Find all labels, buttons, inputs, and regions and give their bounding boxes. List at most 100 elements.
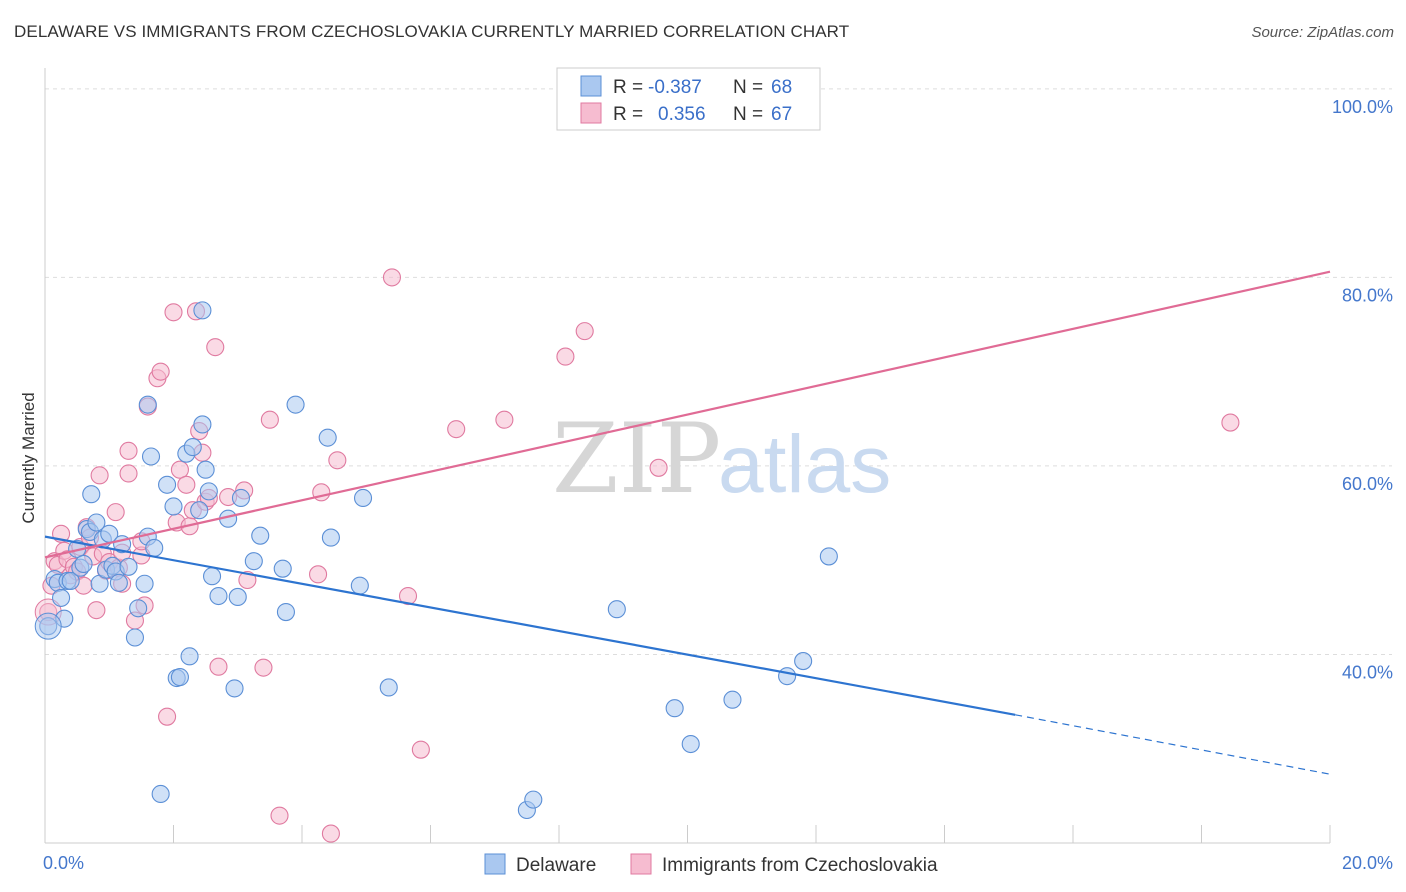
y-tick-label-1: 60.0% (1342, 474, 1393, 494)
legend-swatch-delaware (580, 75, 602, 97)
delaware-series-points (34, 301, 838, 820)
delaware-point-48 (251, 526, 270, 545)
delaware-point-56 (379, 678, 398, 697)
delaware-trend-line (44, 535, 1016, 716)
delaware-point-58 (524, 790, 543, 809)
y-tick-label-2: 80.0% (1342, 285, 1393, 305)
czech-point-60 (495, 410, 514, 429)
delaware-point-3 (52, 588, 71, 607)
legend-n-label-2: N = (733, 104, 763, 125)
y-axis-label: Currently Married (19, 392, 38, 523)
delaware-point-67 (193, 301, 212, 320)
correlation-legend: R = -0.387 N = 68 R = 0.356 N = 67 (556, 67, 821, 131)
delaware-trend-extension (1015, 714, 1331, 775)
delaware-point-53 (321, 528, 340, 547)
watermark-zip: ZIP (552, 403, 721, 515)
delaware-point-27 (141, 447, 161, 466)
x-tick-label-0: 0.0% (43, 853, 84, 873)
delaware-point-large (34, 612, 62, 640)
czech-point-44 (206, 338, 225, 357)
czech-point-65 (1221, 413, 1240, 432)
delaware-point-36 (183, 438, 202, 457)
delaware-point-46 (231, 488, 251, 508)
delaware-point-60 (665, 699, 684, 718)
czech-point-57 (398, 586, 418, 606)
delaware-point-59 (607, 600, 626, 619)
czech-point-58 (411, 740, 430, 759)
czech-point-62 (575, 322, 594, 341)
legend-swatch-czech (580, 102, 602, 124)
czech-point-50 (260, 410, 279, 429)
delaware-point-23 (125, 628, 144, 647)
czech-point-32 (158, 707, 177, 726)
delaware-point-65 (819, 547, 838, 566)
x-tick-label-1: 20.0% (1342, 853, 1393, 873)
delaware-point-47 (244, 552, 263, 571)
delaware-point-62 (723, 690, 742, 709)
legend-r-label-1: R = (613, 77, 643, 98)
delaware-point-20 (109, 573, 128, 592)
delaware-point-12 (82, 485, 101, 504)
delaware-point-55 (353, 488, 373, 508)
delaware-point-42 (209, 586, 228, 606)
tick-labels: 40.0% 60.0% 80.0% 100.0% 0.0% 20.0% (43, 97, 1393, 873)
delaware-point-54 (350, 576, 369, 595)
czech-point-15 (87, 601, 106, 620)
czech-point-35 (170, 460, 189, 479)
czech-point-54 (321, 824, 340, 843)
delaware-point-45 (228, 587, 247, 607)
delaware-point-31 (164, 497, 183, 516)
delaware-point-35 (180, 647, 199, 666)
axes-layer (44, 68, 1331, 844)
delaware-point-22 (119, 557, 138, 576)
czech-point-49 (254, 658, 273, 677)
czech-point-55 (328, 451, 347, 470)
bottom-legend-label-czech: Immigrants from Czechoslovakia (662, 855, 938, 876)
delaware-point-64 (794, 652, 813, 671)
czech-point-61 (556, 347, 575, 366)
delaware-point-49 (273, 559, 292, 578)
grid-layer (45, 88, 1392, 655)
czech-point-63 (649, 458, 668, 477)
chart-title: DELAWARE VS IMMIGRANTS FROM CZECHOSLOVAK… (14, 22, 850, 41)
delaware-point-39 (196, 460, 215, 479)
delaware-point-13 (87, 513, 106, 532)
czech-point-24 (119, 441, 138, 460)
trend-lines (44, 270, 1331, 775)
czech-point-23 (119, 464, 138, 483)
y-tick-label-3: 100.0% (1332, 97, 1393, 117)
czech-trend-line (44, 270, 1331, 559)
czech-point-33 (164, 303, 183, 322)
legend-n-label-1: N = (733, 77, 763, 98)
delaware-point-28 (145, 538, 164, 557)
delaware-point-51 (286, 395, 305, 414)
legend-n-value-2: 67 (771, 104, 792, 125)
delaware-point-9 (74, 554, 93, 574)
delaware-point-30 (158, 475, 177, 494)
delaware-point-24 (129, 599, 148, 618)
delaware-point-66 (138, 395, 157, 414)
delaware-point-52 (318, 428, 337, 447)
czech-point-36 (177, 475, 196, 494)
czech-point-45 (209, 657, 228, 676)
bottom-legend-label-delaware: Delaware (516, 855, 596, 876)
czech-point-31 (151, 362, 170, 381)
y-tick-label-0: 40.0% (1342, 662, 1393, 682)
bottom-legend-swatch-delaware (484, 853, 506, 875)
watermark: ZIP atlas (552, 403, 891, 515)
czech-point-59 (447, 420, 466, 439)
czech-point-48 (238, 570, 257, 590)
czech-point-20 (106, 503, 125, 522)
delaware-point-44 (225, 679, 244, 698)
bottom-legend-swatch-czech (630, 853, 652, 875)
delaware-point-61 (681, 734, 700, 754)
delaware-point-6 (61, 571, 80, 590)
delaware-point-25 (135, 574, 154, 593)
czech-point-16 (90, 466, 109, 485)
czech-point-52 (309, 565, 328, 584)
watermark-atlas: atlas (718, 419, 891, 510)
czech-point-56 (382, 268, 402, 287)
legend-n-value-1: 68 (771, 77, 792, 98)
czech-point-51 (270, 806, 289, 825)
